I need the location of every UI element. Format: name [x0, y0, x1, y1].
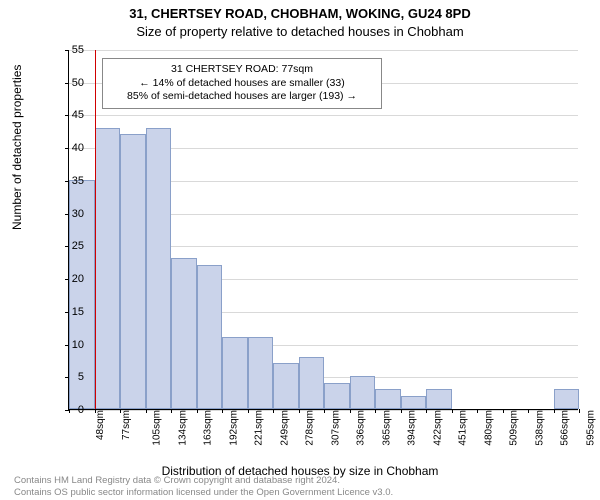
annotation-box: 31 CHERTSEY ROAD: 77sqm← 14% of detached… [102, 58, 382, 109]
histogram-bar [426, 389, 452, 409]
credit-line-1: Contains HM Land Registry data © Crown c… [14, 475, 393, 486]
annotation-line: 31 CHERTSEY ROAD: 77sqm [111, 63, 373, 77]
x-tick-label: 422sqm [432, 410, 443, 446]
x-tick-label: 509sqm [509, 410, 520, 446]
y-tick-label: 45 [44, 109, 84, 121]
credit-line-2: Contains OS public sector information li… [14, 487, 393, 498]
x-tick-label: 278sqm [305, 410, 316, 446]
gridline [69, 115, 578, 116]
y-tick-label: 5 [44, 371, 84, 383]
x-tick-label: 307sqm [330, 410, 341, 446]
chart-title-sub: Size of property relative to detached ho… [0, 24, 600, 39]
x-tick-label: 77sqm [121, 410, 132, 440]
x-tick-label: 48sqm [95, 410, 106, 440]
x-tick-label: 221sqm [254, 410, 265, 446]
histogram-bar [197, 265, 223, 409]
x-tick-label: 566sqm [560, 410, 571, 446]
y-tick-label: 20 [44, 273, 84, 285]
x-tick-label: 134sqm [177, 410, 188, 446]
x-tick-label: 365sqm [381, 410, 392, 446]
y-tick-label: 30 [44, 208, 84, 220]
chart-title-main: 31, CHERTSEY ROAD, CHOBHAM, WOKING, GU24… [0, 6, 600, 21]
y-tick-label: 25 [44, 240, 84, 252]
histogram-bar [401, 396, 427, 409]
histogram-bar [120, 134, 146, 409]
credit-text: Contains HM Land Registry data © Crown c… [14, 475, 393, 498]
x-tick-label: 451sqm [458, 410, 469, 446]
y-axis-label: Number of detached properties [10, 65, 24, 230]
y-tick-label: 0 [44, 404, 84, 416]
histogram-bar [554, 389, 580, 409]
x-tick-label: 538sqm [534, 410, 545, 446]
gridline [69, 50, 578, 51]
y-tick-label: 10 [44, 339, 84, 351]
x-tick-label: 394sqm [407, 410, 418, 446]
histogram-bar [222, 337, 248, 409]
x-tick-label: 163sqm [203, 410, 214, 446]
x-tick-label: 249sqm [279, 410, 290, 446]
histogram-bar [248, 337, 274, 409]
chart-container: 31, CHERTSEY ROAD, CHOBHAM, WOKING, GU24… [0, 0, 600, 500]
histogram-bar [273, 363, 299, 409]
histogram-bar [146, 128, 172, 409]
x-tick-label: 336sqm [356, 410, 367, 446]
y-tick-label: 40 [44, 142, 84, 154]
y-tick-label: 50 [44, 77, 84, 89]
histogram-bar [171, 258, 197, 409]
y-tick-label: 15 [44, 306, 84, 318]
x-tick-label: 105sqm [152, 410, 163, 446]
y-tick-label: 35 [44, 175, 84, 187]
histogram-bar [375, 389, 401, 409]
annotation-line: 85% of semi-detached houses are larger (… [111, 90, 373, 104]
histogram-bar [299, 357, 325, 409]
histogram-bar [95, 128, 121, 409]
histogram-bar [324, 383, 350, 409]
x-tick-label: 192sqm [228, 410, 239, 446]
histogram-bar [350, 376, 376, 409]
annotation-line: ← 14% of detached houses are smaller (33… [111, 77, 373, 91]
y-tick-label: 55 [44, 44, 84, 56]
reference-line [95, 50, 96, 409]
x-tick-label: 480sqm [483, 410, 494, 446]
x-tick-label: 595sqm [585, 410, 596, 446]
